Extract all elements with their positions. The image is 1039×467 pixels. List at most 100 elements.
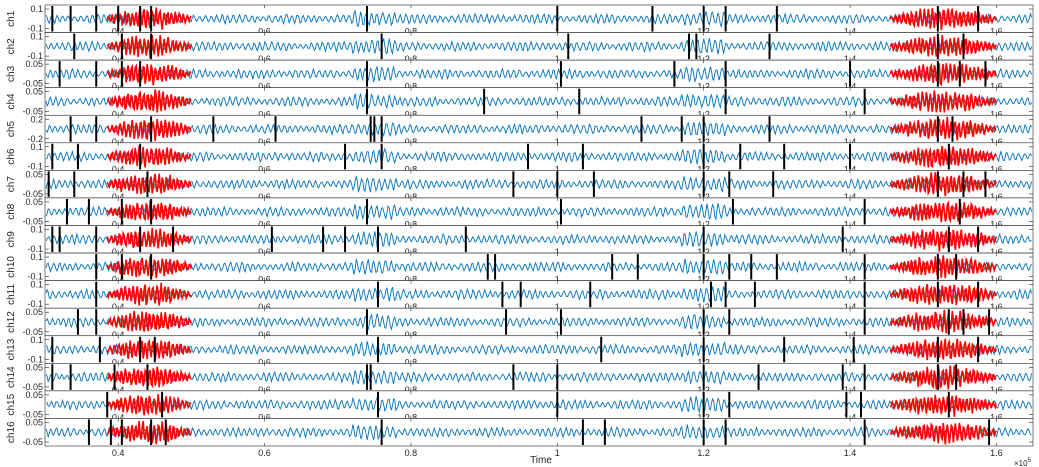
x-tick-label: 0.4 xyxy=(112,192,125,202)
x-tick-label: 1 xyxy=(555,247,560,257)
y-tick-label: 0.05 xyxy=(25,169,43,179)
x-tick-label: 1.2 xyxy=(697,220,710,230)
x-tick-label: 0.6 xyxy=(258,357,271,367)
signal-line xyxy=(45,203,1033,221)
signal-line xyxy=(45,341,1032,358)
x-tick-label: 0.4 xyxy=(112,220,125,230)
y-tick-label: 0.05 xyxy=(25,197,43,207)
x-tick-label: 1.6 xyxy=(990,275,1003,285)
x-tick-label: 1.4 xyxy=(844,54,857,64)
channel-label: ch8 xyxy=(6,203,17,220)
panel-frame xyxy=(44,59,1034,88)
x-tick-label: 0.6 xyxy=(258,448,271,458)
signal-line xyxy=(45,175,1033,194)
y-tick-label: -0.1 xyxy=(27,51,43,61)
x-tick-label: 0.8 xyxy=(405,109,418,119)
x-axis: 0.4 0.6 0.8 1 1.2 1.4 1.6 xyxy=(112,448,1003,458)
channel-label: ch4 xyxy=(6,93,17,110)
highlight-segment xyxy=(889,90,998,113)
signal-line xyxy=(45,369,1033,385)
x-tick-label: 0.6 xyxy=(258,109,271,119)
x-tick-label: 0.8 xyxy=(405,302,418,312)
channel-label: ch7 xyxy=(6,176,17,193)
x-tick-label: 1.6 xyxy=(990,164,1003,174)
x-tick-label: 1 xyxy=(555,302,560,312)
channel-label: ch16 xyxy=(6,421,17,443)
x-tick-label: 1.4 xyxy=(844,247,857,257)
x-tick-label: 0.4 xyxy=(112,385,125,395)
channel-label: ch5 xyxy=(6,121,17,138)
signal-line xyxy=(45,147,1033,166)
y-tick-label: 0.1 xyxy=(30,335,43,345)
y-tick-label: -0.05 xyxy=(22,217,43,227)
x-tick-label: 0.4 xyxy=(112,82,125,92)
x-tick-label: 1.2 xyxy=(697,82,710,92)
panel-frame xyxy=(44,252,1034,281)
y-tick-label: 0.05 xyxy=(25,59,43,69)
x-tick-label: 0.4 xyxy=(112,302,125,312)
x-tick-label: 0.4 xyxy=(112,54,125,64)
panel-frame xyxy=(44,87,1034,116)
x-tick-label: 1.4 xyxy=(844,385,857,395)
signal-line xyxy=(45,313,1033,331)
y-tick-label: 0.2 xyxy=(30,114,43,124)
channel-panel: 0.05 -0.05 ch16 xyxy=(6,417,1034,447)
x-tick-label: 1.6 xyxy=(990,330,1003,340)
x-tick-label: 0.6 xyxy=(258,302,271,312)
x-tick-label: 0.8 xyxy=(405,220,418,230)
x-tick-label: 1.6 xyxy=(990,82,1003,92)
signal-line xyxy=(45,121,1032,138)
y-tick-label: 0.05 xyxy=(25,87,43,97)
x-tick-label: 0.8 xyxy=(405,275,418,285)
panel-frame xyxy=(44,225,1034,254)
x-tick-label: 1.6 xyxy=(990,385,1003,395)
y-tick-label: -0.05 xyxy=(22,189,43,199)
y-tick-label: 0.1 xyxy=(30,32,43,42)
y-tick-label: -0.1 xyxy=(27,24,43,34)
y-tick-label: 0.05 xyxy=(25,417,43,427)
x-tick-label: 0.8 xyxy=(405,357,418,367)
highlight-segment xyxy=(106,7,192,30)
x-tick-label: 0.8 xyxy=(405,412,418,422)
x-tick-label: 1.6 xyxy=(990,220,1003,230)
channel-label: ch11 xyxy=(6,284,17,305)
y-tick-label: -0.05 xyxy=(22,106,43,116)
x-tick-label: 0.6 xyxy=(258,137,271,147)
x-tick-label: 1 xyxy=(555,220,560,230)
x-tick-label: 1.6 xyxy=(990,448,1003,458)
x-tick-label: 0.8 xyxy=(405,192,418,202)
x-tick-label: 0.6 xyxy=(258,164,271,174)
x-tick-label: 1.4 xyxy=(844,137,857,147)
highlight-segment xyxy=(106,119,192,142)
x-tick-label: 1.2 xyxy=(697,448,710,458)
signal-line xyxy=(45,9,1033,29)
x-tick-label: 1.2 xyxy=(697,109,710,119)
x-tick-label: 0.8 xyxy=(405,385,418,395)
highlight-segment xyxy=(106,338,192,360)
x-tick-label: 0.6 xyxy=(258,54,271,64)
channel-label: ch15 xyxy=(6,393,17,415)
x-tick-label: 0.8 xyxy=(405,54,418,64)
y-tick-label: -0.1 xyxy=(27,161,43,171)
y-tick-label: -0.1 xyxy=(27,354,43,364)
x-tick-label: 0.4 xyxy=(112,247,125,257)
x-tick-label: 1.6 xyxy=(990,109,1003,119)
x-tick-label: 0.6 xyxy=(258,27,271,37)
highlight-segment xyxy=(889,255,997,279)
x-tick-label: 0.8 xyxy=(405,330,418,340)
y-tick-label: -0.1 xyxy=(27,299,43,309)
channel-label: ch1 xyxy=(6,10,17,27)
panel-frame xyxy=(44,197,1034,226)
channel-label: ch12 xyxy=(6,311,17,333)
x-tick-label: 1.6 xyxy=(990,54,1003,64)
signal-line xyxy=(45,424,1032,442)
panel-frame xyxy=(44,32,1034,61)
